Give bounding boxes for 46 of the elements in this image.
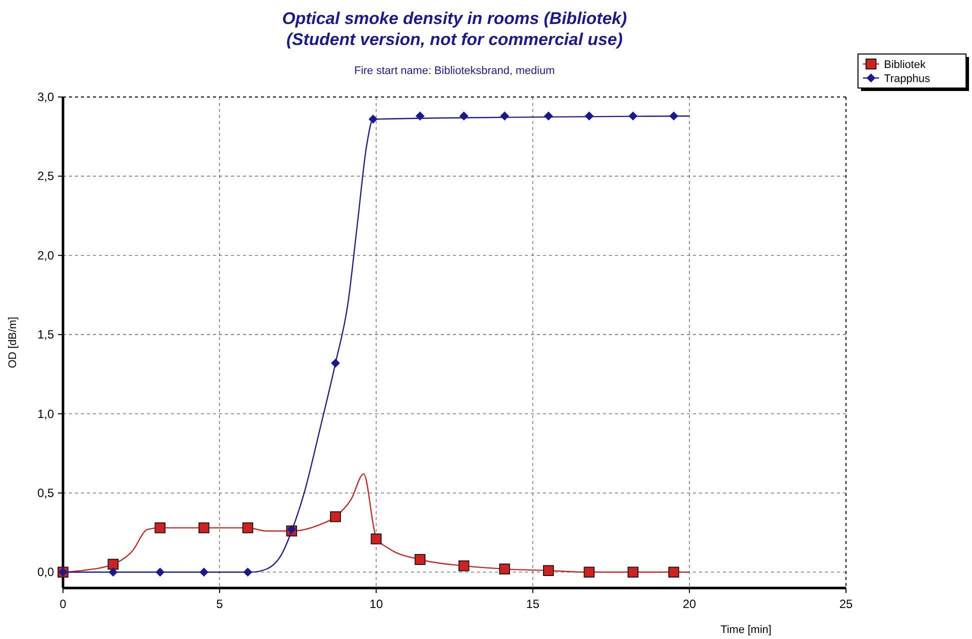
point — [156, 568, 165, 577]
point — [416, 112, 425, 121]
y-tick-label: 0,5 — [37, 486, 54, 500]
y-tick-label: 2,5 — [37, 169, 54, 184]
point — [330, 511, 341, 522]
x-tick-label: 20 — [682, 597, 696, 611]
point — [108, 568, 118, 577]
point — [459, 112, 468, 121]
y-tick-label: 0,0 — [37, 565, 54, 580]
x-tick-label: 25 — [839, 597, 853, 611]
y-tick-label: 1,5 — [37, 328, 54, 342]
point — [199, 568, 208, 577]
point — [544, 112, 553, 121]
point — [628, 112, 638, 121]
legend-label: Bibliotek — [884, 59, 926, 71]
point — [584, 112, 594, 121]
y-tick-label: 3,0 — [37, 90, 54, 104]
x-tick-label: 5 — [216, 597, 224, 611]
point — [584, 566, 595, 578]
x-axis-title: Time [min] — [720, 624, 772, 636]
y-tick-label: 1,0 — [37, 406, 54, 421]
y-tick-label: 2,0 — [37, 248, 54, 262]
point — [499, 564, 510, 574]
point — [287, 524, 296, 534]
point — [368, 114, 378, 124]
point — [669, 112, 678, 121]
point — [154, 522, 166, 534]
point — [330, 358, 340, 368]
point — [198, 522, 210, 534]
x-tick-label: 15 — [526, 597, 540, 611]
point — [628, 566, 638, 578]
point — [414, 554, 426, 565]
point — [458, 560, 470, 572]
point — [242, 522, 254, 534]
x-tick-label: 10 — [370, 597, 384, 611]
point — [668, 566, 680, 578]
point — [108, 558, 119, 570]
point — [370, 534, 382, 544]
point — [500, 112, 510, 121]
legend-label: Trapphus — [884, 73, 931, 85]
chart-title: Optical smoke density in rooms (Bibliotek) (Student version, not for commercial use) — [282, 9, 628, 49]
chart-subtitle: Fire start name: Biblioteksbrand, medium — [354, 65, 555, 77]
x-tick-label: 0 — [60, 597, 67, 611]
y-axis-title: OD [dB/m] — [7, 316, 19, 368]
point — [543, 565, 554, 576]
point — [243, 568, 252, 577]
